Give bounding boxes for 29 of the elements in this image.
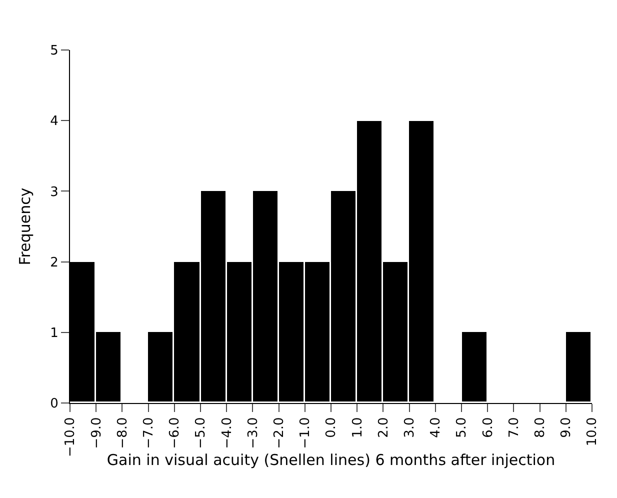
x-tick-label: 3.0 xyxy=(402,417,418,438)
y-tick-label: 5 xyxy=(50,44,58,59)
x-tick-label: 2.0 xyxy=(376,417,392,438)
x-tick-label: 5.0 xyxy=(454,417,470,438)
x-tick-label: 1.0 xyxy=(350,417,366,438)
y-tick-label: 1 xyxy=(50,326,58,341)
x-tick-label: 9.0 xyxy=(559,417,574,438)
x-axis-title: Gain in visual acuity (Snellen lines) 6 months after injection xyxy=(106,450,556,469)
x-tick-label: −3.0 xyxy=(246,417,261,449)
x-tick-label: −6.0 xyxy=(168,417,183,449)
x-tick-label: −7.0 xyxy=(142,417,157,449)
x-tick-label: 0.0 xyxy=(324,417,340,438)
x-tick-label: −1.0 xyxy=(298,417,314,449)
y-tick-label: 4 xyxy=(50,114,58,130)
y-tick-label: 3 xyxy=(50,184,58,200)
x-tick-label: −4.0 xyxy=(220,417,235,449)
y-axis-title: Frequency xyxy=(16,188,34,266)
y-tick-label: 2 xyxy=(50,255,58,270)
x-tick-label: 10.0 xyxy=(585,417,600,446)
x-tick-label: −5.0 xyxy=(194,417,209,449)
x-tick-label: −9.0 xyxy=(89,417,104,449)
x-tick-label: 7.0 xyxy=(506,417,522,438)
x-tick-label: 8.0 xyxy=(533,417,548,438)
x-tick-label: −2.0 xyxy=(272,417,288,449)
x-tick-label: −10.0 xyxy=(63,417,78,458)
x-tick-label: 6.0 xyxy=(480,417,496,438)
y-tick-label: 0 xyxy=(50,396,58,412)
x-tick-label: 4.0 xyxy=(428,417,444,438)
x-tick-label: −8.0 xyxy=(115,417,130,449)
